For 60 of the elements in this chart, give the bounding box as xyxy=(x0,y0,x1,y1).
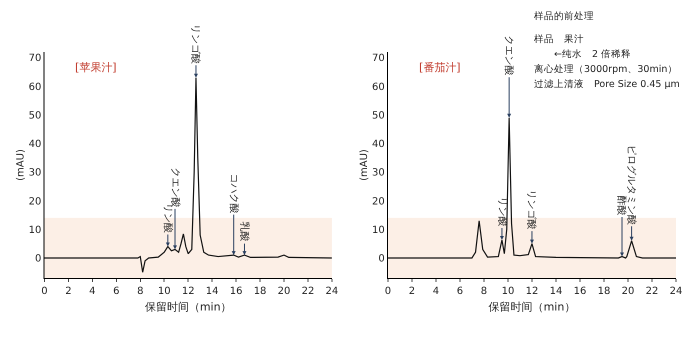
annotation: 过滤上清液 Pore Size 0.45 μm xyxy=(534,78,680,90)
x-tick-label: 10 xyxy=(502,286,514,298)
annotation: クエン酸 xyxy=(169,167,182,208)
x-tick-label: 24 xyxy=(670,286,682,298)
annotation: ピログルタミン酸 xyxy=(625,145,638,226)
text: [苹果汁] xyxy=(75,61,117,74)
x-tick-label: 4 xyxy=(432,286,440,298)
annotation: リンゴ酸 xyxy=(526,190,538,230)
annotation: ←纯水 2 倍稀释 xyxy=(534,48,632,60)
x-tick-label: 18 xyxy=(254,286,266,298)
y-tick-label: 10 xyxy=(28,224,42,236)
x-tick-label: 20 xyxy=(278,286,290,298)
text: 样品的前处理 xyxy=(534,10,594,22)
annotation: クエン酸 xyxy=(502,36,515,76)
y-tick-label: 20 xyxy=(372,196,385,208)
y-tick-label: 50 xyxy=(372,110,385,122)
x-tick-label: 6 xyxy=(113,286,120,298)
y-tick-label: 30 xyxy=(372,168,385,179)
annotation: リン酸 xyxy=(496,196,508,227)
y-tick-label: 40 xyxy=(372,139,385,150)
y-tick-label: 30 xyxy=(28,168,42,179)
annotation: 离心处理（3000rpm、30min） xyxy=(534,63,678,75)
x-tick-label: 24 xyxy=(326,286,338,298)
x-tick-label: 2 xyxy=(65,286,72,298)
x-tick-label: 22 xyxy=(302,286,314,298)
x-tick-label: 20 xyxy=(622,286,634,298)
y-tick-label: 10 xyxy=(372,224,385,236)
y-tick-label: 0 xyxy=(34,253,42,264)
y-tick-label: 20 xyxy=(28,196,42,208)
y-axis-title: (mAU) xyxy=(16,149,27,181)
x-tick-label: 22 xyxy=(646,286,658,298)
y-tick-label: 70 xyxy=(372,53,385,64)
x-tick-label: 12 xyxy=(182,286,195,298)
x-tick-label: 8 xyxy=(480,286,488,298)
y-tick-label: 60 xyxy=(372,82,385,93)
x-tick-label: 18 xyxy=(598,286,610,298)
x-axis-title: 保留时间（min） xyxy=(488,300,576,314)
x-tick-label: 16 xyxy=(574,286,586,298)
x-tick-label: 10 xyxy=(158,286,171,298)
x-axis-title: 保留时间（min） xyxy=(144,300,232,314)
y-tick-label: 50 xyxy=(28,110,42,122)
annotation: コハク酸 xyxy=(228,173,240,214)
x-tick-label: 6 xyxy=(456,286,464,298)
text: [番茄汁] xyxy=(419,61,461,74)
y-tick-label: 0 xyxy=(378,253,385,264)
x-tick-label: 14 xyxy=(206,286,219,298)
y-axis-title: (mAU) xyxy=(359,149,370,181)
annotation: リンゴ酸 xyxy=(190,24,202,64)
y-tick-label: 60 xyxy=(28,82,42,93)
x-tick-label: 12 xyxy=(526,286,538,298)
text: 样品 果汁 xyxy=(534,33,584,45)
x-tick-label: 16 xyxy=(230,286,242,298)
annotation: 乳酸 xyxy=(238,222,251,242)
y-tick-label: 70 xyxy=(28,53,42,64)
x-tick-label: 8 xyxy=(137,286,144,298)
annotation: 酢酸 xyxy=(616,196,628,216)
x-tick-label: 2 xyxy=(408,286,416,298)
x-tick-label: 4 xyxy=(89,286,96,298)
x-tick-label: 14 xyxy=(550,286,562,298)
y-tick-label: 40 xyxy=(28,139,42,150)
